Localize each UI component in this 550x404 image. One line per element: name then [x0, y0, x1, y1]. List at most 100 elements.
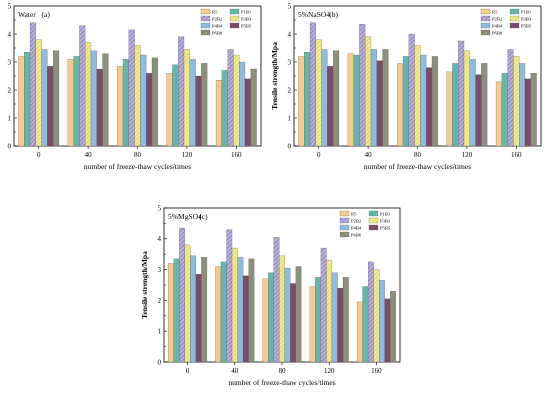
bar-p1b1-160 — [362, 286, 369, 363]
bar-p5b5-160 — [244, 78, 251, 147]
bar-p3b3-120 — [463, 50, 470, 147]
x-tick-label: 80 — [134, 151, 142, 159]
x-tick-label: 120 — [324, 367, 335, 375]
bar-r5-120 — [309, 286, 316, 363]
y-tick-label: 5 — [158, 204, 162, 212]
chart-panel-nasO4: 0 1 2 3 4 5 0 40 80 120 160 number of freeze-thaw c… — [270, 2, 542, 171]
legend-swatch-p3b3 — [229, 15, 240, 22]
bar-p5b5-160 — [524, 78, 531, 147]
bar-p6b6-0 — [201, 257, 208, 363]
bar-r5-40 — [215, 266, 222, 363]
legend-swatch-p4b4 — [200, 22, 211, 29]
bar-p1b1-40 — [73, 56, 80, 147]
bar-p4b4-80 — [284, 267, 291, 363]
legend-label-p1b1: P1B1 — [380, 211, 391, 216]
bar-p2b2-40 — [79, 25, 86, 147]
y-tick-label: 1 — [288, 114, 292, 122]
panel-title: Water — [18, 10, 36, 19]
bar-r5-160 — [215, 80, 222, 147]
x-tick-label: 0 — [317, 151, 321, 159]
y-tick-label: 3 — [288, 58, 292, 66]
bar-p1b1-0 — [304, 52, 311, 147]
bar-p6b6-80 — [151, 57, 158, 147]
bar-p5b5-40 — [96, 68, 103, 147]
legend-label-p3b3: P3B3 — [521, 16, 532, 21]
legend-swatch-p1b1 — [368, 210, 379, 217]
legend-swatch-p6b6 — [480, 29, 491, 36]
legend-swatch-p3b3 — [509, 15, 520, 22]
bar-p5b5-120 — [337, 287, 344, 363]
legend-label-p5b5: P5B5 — [241, 23, 252, 28]
bar-p2b2-80 — [273, 237, 280, 363]
bar-p3b3-80 — [134, 45, 141, 147]
bar-p1b1-120 — [172, 64, 179, 147]
bar-p2b2-120 — [458, 40, 465, 147]
bar-p3b3-0 — [35, 39, 42, 147]
legend-swatch-p1b1 — [229, 8, 240, 15]
legend: R5 P1B1 P2B2 P3B3 P4B4 P5B5 P6B6 — [200, 8, 252, 35]
legend-label-p2b2: P2B2 — [212, 16, 223, 21]
panel-label: (a) — [42, 10, 51, 19]
legend-label-p6b6: P6B6 — [492, 30, 503, 35]
bar-p4b4-0 — [41, 49, 48, 147]
bar-p3b3-0 — [184, 244, 191, 363]
legend-label-p2b2: P2B2 — [492, 16, 503, 21]
bar-p4b4-120 — [331, 272, 338, 363]
legend-label-p1b1: P1B1 — [241, 9, 252, 14]
bar-p4b4-160 — [519, 63, 526, 147]
y-tick-label: 3 — [8, 58, 12, 66]
bar-p1b1-80 — [402, 56, 409, 147]
legend-label-p1b1: P1B1 — [521, 9, 532, 14]
legend-label-r5: R5 — [212, 9, 218, 14]
x-tick-label: 120 — [462, 151, 473, 159]
legend-label-p6b6: P6B6 — [212, 30, 223, 35]
bar-p6b6-40 — [248, 258, 255, 363]
bar-p3b3-0 — [315, 39, 322, 147]
bar-p6b6-160 — [530, 73, 537, 147]
bar-p5b5-0 — [195, 274, 202, 363]
y-tick-label: 5 — [288, 2, 292, 10]
legend-swatch-p4b4 — [339, 224, 350, 231]
bar-p1b1-160 — [221, 70, 228, 147]
bar-r5-120 — [166, 73, 173, 147]
legend-label-p5b5: P5B5 — [521, 23, 532, 28]
bar-p5b5-120 — [195, 75, 202, 147]
bar-r5-0 — [168, 263, 174, 363]
legend-label-p3b3: P3B3 — [380, 218, 391, 223]
bar-p6b6-0 — [333, 50, 340, 147]
y-axis-title: Tensile strength/Mpa — [270, 42, 279, 110]
bar-p3b3-80 — [279, 255, 285, 363]
legend-swatch-p5b5 — [229, 22, 240, 29]
legend-swatch-p1b1 — [509, 8, 520, 15]
bar-p6b6-80 — [431, 56, 438, 147]
y-tick-label: 4 — [8, 30, 12, 38]
x-tick-label: 160 — [231, 151, 242, 159]
panel-label: (b) — [329, 10, 338, 19]
bar-p3b3-40 — [231, 247, 238, 363]
bar-p3b3-160 — [373, 269, 380, 363]
legend-swatch-p2b2 — [339, 217, 350, 224]
legend: R5 P1B1 P2B2 P3B3 P4B4 P5B5 P6B6 — [339, 210, 391, 237]
bar-p3b3-120 — [326, 260, 333, 363]
legend-label-r5: R5 — [351, 211, 357, 216]
bar-p1b1-120 — [452, 63, 459, 147]
y-tick-label: 4 — [158, 235, 162, 243]
bar-p1b1-80 — [122, 59, 129, 147]
bar-r5-0 — [18, 56, 25, 147]
x-tick-label: 160 — [371, 367, 382, 375]
y-tick-label: 0 — [8, 142, 12, 150]
bar-p2b2-120 — [320, 247, 327, 363]
bar-r5-40 — [347, 53, 354, 147]
bar-p4b4-40 — [370, 49, 377, 147]
bar-p3b3-160 — [513, 56, 520, 147]
chart-panel-mgso4: 0 1 2 3 4 5 0 40 80 120 160 number of freeze-thaw c… — [140, 204, 401, 387]
legend-swatch-p2b2 — [200, 15, 211, 22]
x-tick-label: 40 — [365, 151, 373, 159]
bar-p3b3-80 — [414, 45, 421, 147]
bar-p2b2-0 — [309, 22, 316, 147]
bar-p1b1-0 — [173, 258, 180, 363]
y-tick-label: 2 — [8, 86, 12, 94]
bar-p6b6-0 — [53, 50, 60, 147]
bar-p2b2-0 — [29, 22, 36, 147]
